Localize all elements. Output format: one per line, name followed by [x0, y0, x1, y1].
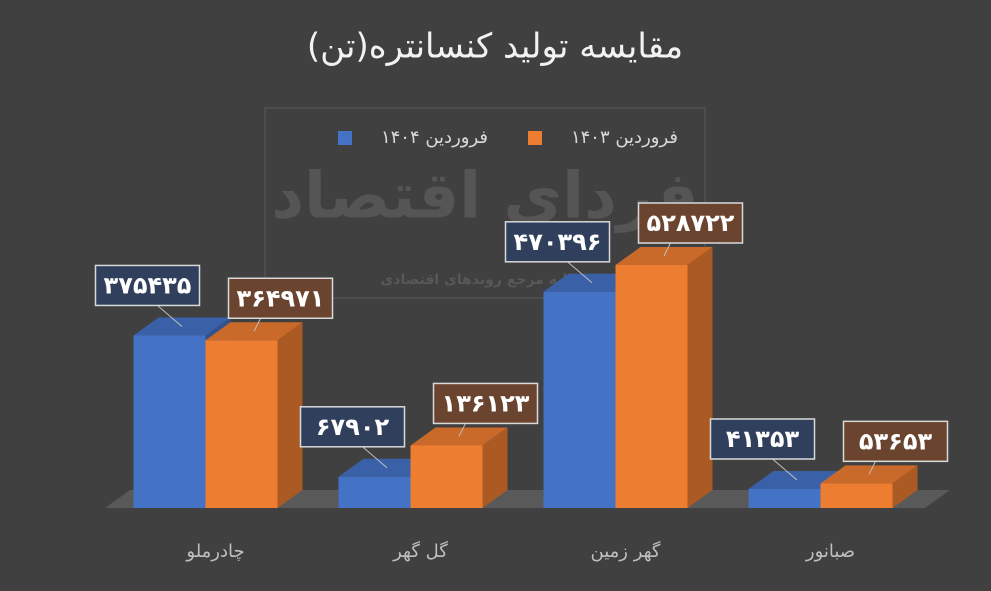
legend-label: فروردین ۱۴۰۴ — [381, 127, 488, 148]
legend-swatch — [338, 131, 352, 145]
leader-line — [868, 461, 876, 475]
bar — [205, 322, 303, 508]
data-label-box — [842, 420, 949, 463]
bar-side — [482, 427, 508, 508]
data-label: ۴۷۰۳۹۶ — [514, 228, 602, 256]
bar-front — [748, 488, 821, 508]
bar-front — [338, 476, 411, 508]
bar-side — [277, 322, 303, 508]
leader-line — [772, 458, 798, 481]
data-label: ۵۲۸۷۲۲ — [647, 209, 735, 237]
chart-title: مقایسه تولید کنسانتره(تن) — [307, 27, 683, 67]
bar-front — [410, 445, 483, 508]
leader-line — [253, 318, 261, 332]
leader-line — [362, 446, 388, 469]
data-label: ۳۶۴۹۷۱ — [237, 284, 325, 312]
bar-front — [820, 483, 893, 508]
floor — [105, 490, 950, 508]
data-label-box — [227, 277, 334, 320]
data-label-box — [94, 264, 201, 307]
data-label-box — [432, 382, 539, 425]
bar — [410, 427, 508, 508]
x-tick-label: صبانور — [805, 541, 855, 562]
x-tick-label: گهر زمین — [591, 540, 661, 562]
data-label: ۶۷۹۰۲ — [316, 413, 390, 441]
leader-line — [157, 305, 183, 327]
data-label: ۳۷۵۴۳۵ — [104, 271, 192, 299]
bar-side — [687, 247, 713, 508]
leader-line — [567, 261, 593, 284]
data-label-box — [637, 202, 744, 244]
bar-front — [615, 265, 688, 508]
legend-swatch — [528, 131, 542, 145]
x-tick-label: چادرملو — [185, 541, 244, 562]
data-label-box — [504, 221, 611, 263]
leader-line — [458, 423, 466, 437]
data-label: ۴۱۳۵۳ — [726, 425, 800, 453]
leader-line — [663, 242, 671, 257]
legend-label: فروردین ۱۴۰۳ — [571, 127, 678, 148]
data-label-box — [709, 418, 816, 460]
data-label-box — [299, 406, 406, 448]
watermark: فردای اقتصاد — [271, 160, 698, 234]
bar-front — [133, 335, 206, 508]
bar-front — [205, 340, 278, 508]
bar-side — [892, 465, 918, 508]
data-label: ۵۳۶۵۳ — [859, 427, 933, 455]
bar — [615, 247, 713, 508]
x-tick-label: گل گهر — [392, 540, 448, 562]
bar-front — [543, 291, 616, 508]
data-label: ۱۳۶۱۲۳ — [442, 389, 530, 417]
watermark-subtitle: رسانه مرجع روندهای اقتصادی — [380, 272, 589, 288]
